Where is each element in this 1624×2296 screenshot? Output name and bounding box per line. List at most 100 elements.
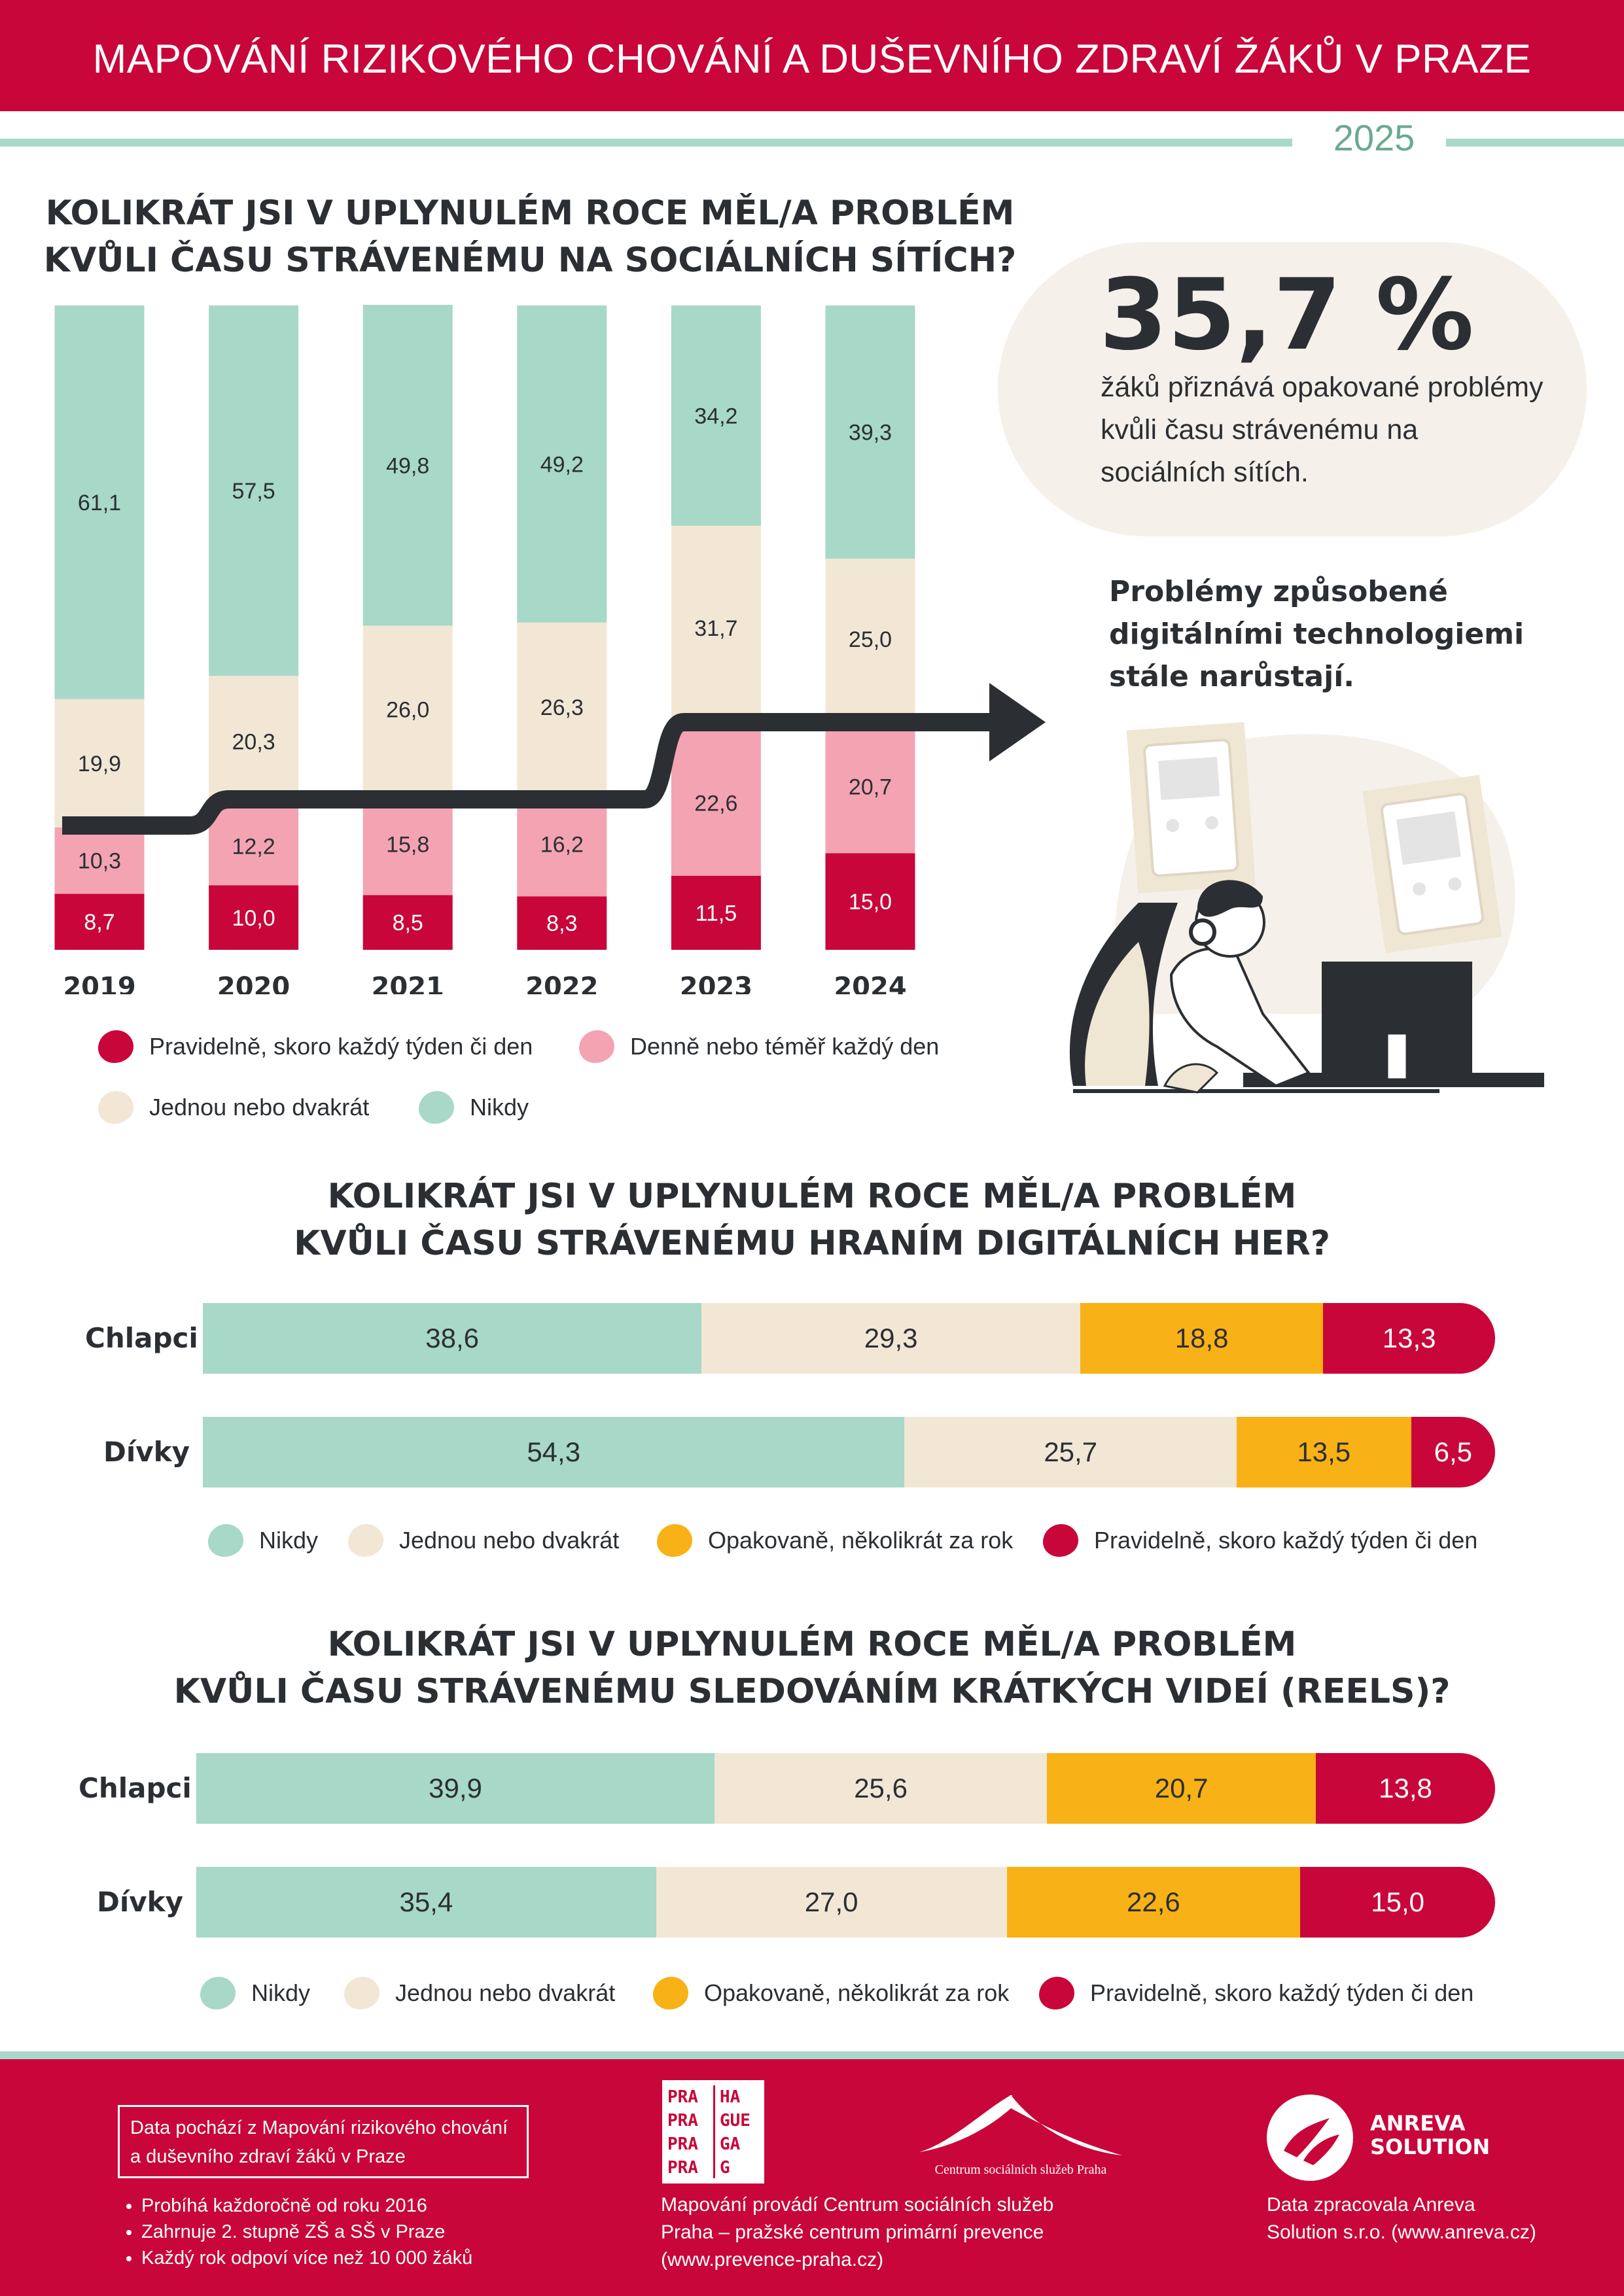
game-console-icon-2 [1362, 774, 1502, 954]
bar-value-label: 16,2 [540, 832, 584, 857]
bar-segment [362, 625, 453, 793]
bar-value-label: 19,9 [78, 752, 121, 776]
bar-segment [209, 676, 299, 807]
bar-segment: 29,3 [701, 1303, 1081, 1374]
bar-segment [362, 793, 453, 896]
bar-value-label: 35,4 [399, 1887, 453, 1917]
bar-segment [362, 895, 453, 950]
legend3-item-repeatedly: Opakovaně, několikrát za rok [653, 1977, 1009, 2009]
source-box: Data pochází z Mapování rizikového chová… [118, 2105, 529, 2178]
chart2-label-boys: Chlapci [85, 1322, 198, 1354]
game-console-icon [1126, 722, 1256, 894]
callout-bubble [998, 242, 1587, 536]
bar-segment [209, 885, 299, 950]
legend-label: Opakovaně, několikrát za rok [708, 1527, 1014, 1554]
praha-logo-col1: PRA PRA PRA PRA [667, 2087, 698, 2178]
section1-title-line1: KOLIKRÁT JSI V UPLYNULÉM ROCE MĚL/A PROB… [45, 194, 1015, 233]
bar-segment: 18,8 [1080, 1303, 1324, 1374]
callout-text: žáků přiznává opakované problémy kvůli č… [1101, 372, 1544, 488]
chart3-row-girls: 35,4 27,0 22,6 15,0 [196, 1867, 1495, 1938]
bar-segment [54, 827, 145, 894]
bullet-item: Probíhá každoročně od roku 2016 [141, 2193, 472, 2219]
legend1-item-never: Nikdy [419, 1091, 529, 1124]
section2-title-line2: KVŮLI ČASU STRÁVENÉMU HRANÍM DIGITÁLNÍCH… [294, 1224, 1330, 1263]
bar-value-label: 57,5 [232, 479, 275, 504]
bar-value-label: 15,8 [386, 832, 429, 857]
legend-label: Pravidelně, skoro každý týden či den [1094, 1527, 1478, 1554]
bar-segment: 6,5 [1411, 1417, 1495, 1487]
bullet-item: Zahrnuje 2. stupně ZŠ a SŠ v Praze [141, 2219, 472, 2245]
social-media-chart: 8,7 10,3 19,9 61,1 10,0 12,2 20,3 57,5 8,5 15,8 26… [54, 305, 1046, 994]
bar-value-label: 61,1 [78, 491, 121, 515]
bar-value-label: 13,3 [1382, 1323, 1436, 1353]
legend1-item-once-twice: Jednou nebo dvakrát [98, 1091, 369, 1124]
bar-value-label: 8,5 [393, 911, 423, 935]
bar-segment: 22,6 [1006, 1867, 1301, 1938]
legend2-item-regularly: Pravidelně, skoro každý týden či den [1043, 1524, 1477, 1557]
anreva-logo-text: ANREVA SOLUTION [1370, 2111, 1491, 2159]
bar-value-label: 31,7 [694, 616, 737, 641]
bar-segment [671, 305, 761, 526]
bar-segment: 13,3 [1323, 1303, 1495, 1374]
x-tick-label: 2023 [680, 972, 752, 994]
anreva-text: Data zpracovala Anreva Solution s.r.o. (… [1267, 2194, 1536, 2243]
bar-value-label: 49,8 [386, 453, 429, 478]
bar-segment: 27,0 [656, 1867, 1007, 1938]
bar-value-label: 25,0 [849, 627, 892, 652]
chart1-x-labels: 2019 2020 2021 2022 2023 2024 [63, 972, 906, 994]
callout-value: 35,7 % [1099, 258, 1474, 372]
legend2-item-repeatedly: Opakovaně, několikrát za rok [657, 1524, 1013, 1557]
bar-segment: 39,9 [196, 1753, 715, 1824]
bar-segment [362, 305, 453, 626]
bar-value-label: 39,3 [849, 421, 892, 445]
bar-value-label: 8,3 [546, 911, 577, 936]
centrum-logo [919, 2095, 1122, 2155]
legend-swatch [1043, 1524, 1078, 1557]
section2-title: KOLIKRÁT JSI V UPLYNULÉM ROCE MĚL/A PROB… [0, 1173, 1624, 1267]
bullet-item: Každý rok odpoví více než 10 000 žáků [141, 2245, 472, 2271]
bar-segment [209, 807, 299, 886]
bar-value-label: 54,3 [527, 1436, 581, 1467]
legend-swatch [98, 1030, 133, 1063]
chart2-row-girls: 54,3 25,7 13,5 6,5 [203, 1417, 1495, 1487]
legend-label: Jednou nebo dvakrát [399, 1527, 620, 1554]
x-tick-label: 2019 [63, 972, 135, 994]
legend-swatch [200, 1977, 236, 2009]
legend1-item-daily: Denně nebo téměř každý den [579, 1030, 939, 1063]
bar-value-label: 13,8 [1379, 1773, 1432, 1803]
footer-rule [0, 2051, 1624, 2059]
centrum-logo-text: Centrum sociálních služeb Praha [934, 2163, 1107, 2177]
praha-logo-divider [713, 2085, 715, 2178]
section3-title: KOLIKRÁT JSI V UPLYNULÉM ROCE MĚL/A PROB… [0, 1621, 1624, 1715]
bar-segment: 38,6 [203, 1303, 702, 1374]
legend-swatch [208, 1524, 243, 1557]
bar-value-label: 20,7 [849, 774, 892, 799]
chart3-row-boys: 39,9 25,6 20,7 13,8 [196, 1753, 1495, 1824]
bar-segment [517, 896, 607, 950]
bar-segment [825, 305, 915, 559]
bar-segment [54, 894, 145, 950]
bar-value-label: 12,2 [232, 834, 275, 859]
legend3-item-regularly: Pravidelně, skoro každý týden či den [1039, 1977, 1474, 2009]
bar-value-label: 18,8 [1174, 1323, 1229, 1353]
chart3-label-boys: Chlapci [79, 1772, 192, 1804]
chart2-row-boys: 38,6 29,3 18,8 13,3 [203, 1303, 1495, 1374]
bar-segment [671, 875, 761, 950]
bar-segment: 13,5 [1236, 1417, 1411, 1487]
bar-value-label: 22,6 [694, 791, 737, 816]
x-tick-label: 2021 [372, 972, 444, 994]
bar-segment: 25,7 [904, 1417, 1237, 1487]
bar-segment: 54,3 [203, 1417, 905, 1487]
chart2-label-girls: Dívky [103, 1436, 190, 1468]
bar-segment [517, 791, 607, 897]
bar-segment: 25,6 [715, 1753, 1048, 1824]
bar-segment [209, 305, 299, 676]
page-title: MAPOVÁNÍ RIZIKOVÉHO CHOVÁNÍ A DUŠEVNÍHO … [92, 37, 1532, 82]
bar-value-label: 25,7 [1044, 1436, 1098, 1467]
praha-logo-col2: HA GUE GA G [720, 2087, 750, 2178]
legend-label: Nikdy [251, 1979, 311, 2006]
legend2-item-once-twice: Jednou nebo dvakrát [348, 1524, 619, 1557]
bar-segment: 15,0 [1300, 1867, 1495, 1938]
bar-segment [825, 720, 915, 854]
bar-value-label: 11,5 [696, 901, 737, 926]
